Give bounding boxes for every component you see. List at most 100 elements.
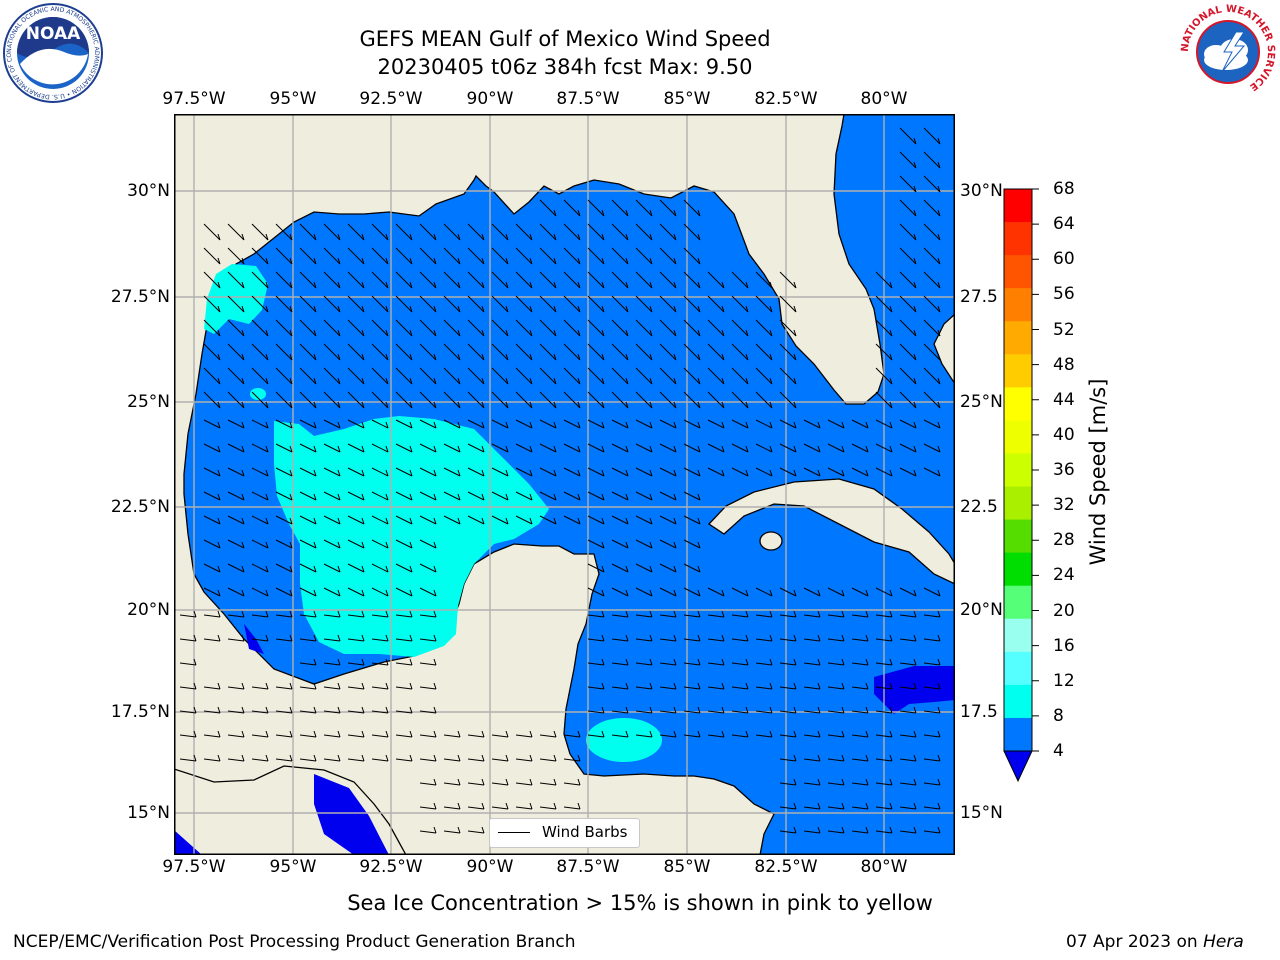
wind-barb — [227, 319, 245, 337]
wind-barb — [683, 491, 701, 501]
wind-barb — [539, 319, 557, 337]
wind-barb — [275, 563, 293, 573]
wind-barb — [491, 467, 509, 477]
wind-barb — [275, 706, 293, 714]
wind-barb — [251, 491, 269, 501]
colorbar-segment — [1004, 288, 1032, 322]
wind-barb — [203, 295, 221, 313]
wind-barb — [467, 247, 485, 265]
map-legend: Wind Barbs — [489, 818, 640, 848]
wind-barb — [515, 802, 533, 810]
wind-barb — [587, 247, 605, 265]
wind-barb — [419, 515, 437, 525]
wind-barb — [275, 515, 293, 525]
wind-barb — [587, 343, 605, 361]
wind-barb — [827, 778, 845, 786]
wind-barb — [515, 247, 533, 265]
wind-barb — [491, 491, 509, 501]
wind-barb — [323, 419, 341, 429]
wind-barb — [635, 271, 653, 289]
wind-barb — [203, 443, 221, 453]
wind-barb — [611, 467, 629, 477]
wind-barb — [683, 515, 701, 525]
wind-barb — [179, 730, 197, 738]
wind-barb — [419, 754, 437, 762]
wind-barb — [635, 658, 653, 666]
wind-barb — [179, 754, 197, 762]
wind-barb — [683, 634, 701, 642]
wind-barb — [851, 706, 869, 714]
wind-barb — [611, 658, 629, 666]
wind-barb — [707, 706, 725, 714]
wind-barb — [203, 682, 221, 690]
wind-barb — [539, 295, 557, 313]
wind-barb — [491, 271, 509, 289]
colorbar-tick-label: 52 — [1053, 319, 1075, 340]
wind-barb — [539, 391, 557, 409]
wind-barb — [683, 443, 701, 453]
wind-barb — [659, 199, 677, 217]
wind-barb — [203, 247, 221, 265]
wind-barb — [875, 802, 893, 810]
wind-barb — [347, 754, 365, 762]
lon-label-top: 95°W — [269, 89, 317, 109]
wind-barb — [803, 587, 821, 597]
wind-barb — [899, 319, 917, 337]
wind-barb — [419, 391, 437, 409]
wind-barb — [179, 658, 197, 666]
wind-barb — [275, 587, 293, 597]
wind-barb — [467, 802, 485, 810]
wind-barb — [539, 467, 557, 477]
wind-barb — [563, 391, 581, 409]
wind-barb — [659, 295, 677, 313]
wind-barb — [587, 730, 605, 738]
wind-barb — [515, 730, 533, 738]
wind-barb — [755, 706, 773, 714]
wind-barb — [299, 515, 317, 525]
wind-barb — [299, 634, 317, 642]
wind-barb — [779, 754, 797, 762]
wind-barb — [875, 682, 893, 690]
lon-label-bottom: 90°W — [466, 857, 514, 877]
wind-barb — [395, 491, 413, 501]
wind-barb — [299, 295, 317, 313]
lon-label-bottom: 87.5°W — [556, 857, 620, 877]
wind-barb — [323, 610, 341, 618]
wind-barb — [707, 295, 725, 313]
wind-barb — [539, 367, 557, 385]
wind-barb — [491, 515, 509, 525]
wind-barb — [899, 706, 917, 714]
wind-barb — [515, 271, 533, 289]
wind-barb — [779, 778, 797, 786]
lat-label-left: 17.5°N — [110, 702, 170, 722]
wind-barb — [587, 610, 605, 618]
wind-barb — [515, 491, 533, 501]
wind-barb — [443, 343, 461, 361]
wind-barb — [323, 467, 341, 477]
lat-label-right: 25°N — [960, 392, 1003, 412]
wind-barb — [419, 271, 437, 289]
wind-barb — [923, 610, 941, 618]
wind-barb — [731, 682, 749, 690]
wind-barb — [347, 658, 365, 666]
wind-barb — [539, 247, 557, 265]
wind-barb — [347, 443, 365, 453]
wind-barb — [755, 730, 773, 738]
lon-label-top: 85°W — [663, 89, 711, 109]
wind-barb — [227, 467, 245, 477]
wind-barb — [443, 826, 461, 834]
wind-barb — [467, 778, 485, 786]
wind-barb — [803, 778, 821, 786]
wind-barb — [779, 319, 797, 337]
wind-barb — [827, 467, 845, 477]
wind-barb — [419, 367, 437, 385]
wind-barb — [275, 491, 293, 501]
wind-barb — [227, 391, 245, 409]
wind-barb — [923, 367, 941, 385]
wind-barb — [731, 319, 749, 337]
wind-barb — [611, 443, 629, 453]
wind-barb — [611, 515, 629, 525]
wind-barb — [491, 443, 509, 453]
wind-barb — [803, 658, 821, 666]
wind-barb — [635, 610, 653, 618]
